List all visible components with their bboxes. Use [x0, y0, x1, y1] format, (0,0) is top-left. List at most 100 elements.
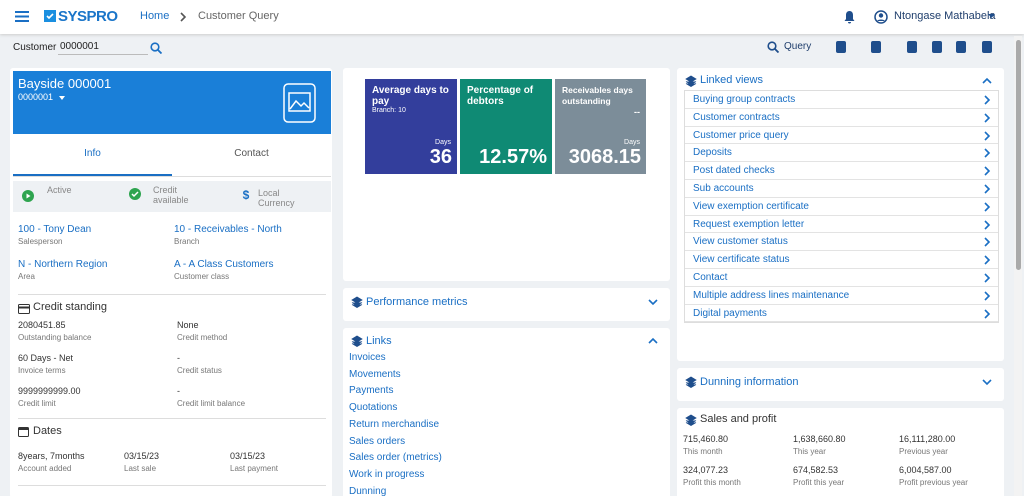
chevron[interactable]: [982, 76, 992, 86]
linked-view[interactable]: View customer status: [693, 236, 788, 248]
field-label: Profit previous year: [899, 478, 968, 487]
link[interactable]: Payments: [349, 385, 394, 397]
chevron[interactable]: [982, 255, 992, 265]
linked-view[interactable]: View certificate status: [693, 254, 790, 266]
linked-view-row[interactable]: Request exemption letter: [685, 216, 998, 234]
tab-underline: [13, 174, 172, 176]
linked-view-row[interactable]: Deposits: [685, 144, 998, 163]
link[interactable]: Sales order (metrics): [349, 452, 442, 464]
field-label: Profit this month: [683, 478, 741, 487]
linked-view-row[interactable]: Customer contracts: [685, 109, 998, 127]
section-title: Credit standing: [33, 301, 107, 313]
customer-panel: Bayside 000001 0000001 Info Contact $ Active C…: [10, 68, 332, 496]
linked-view-row[interactable]: Digital payments: [685, 305, 998, 323]
field-value: -: [177, 386, 180, 396]
breadcrumb-current: Customer Query: [198, 10, 279, 22]
user-name[interactable]: Ntongase Mathabela: [894, 10, 996, 22]
linked-view[interactable]: Customer contracts: [693, 111, 780, 123]
field-label: Last sale: [124, 464, 157, 473]
linked-view[interactable]: Sub accounts: [693, 183, 754, 194]
chevron[interactable]: [982, 184, 992, 194]
linked-view-row[interactable]: View customer status: [685, 233, 998, 252]
chevron[interactable]: [648, 297, 658, 307]
field-value[interactable]: 10 - Receivables - North: [174, 224, 282, 235]
customer-image: [283, 83, 316, 123]
linked-view-row[interactable]: View certificate status: [685, 251, 998, 269]
kpi-tile[interactable]: Average days to pay Branch: 10 Days 36: [365, 79, 457, 174]
field-label: Account added: [18, 464, 72, 473]
performance-panel[interactable]: Performance metrics: [343, 288, 670, 321]
customer-code[interactable]: 0000001: [18, 92, 54, 102]
tab-info[interactable]: Info: [84, 148, 101, 159]
link[interactable]: Quotations: [349, 402, 398, 414]
notifications-button[interactable]: [843, 10, 856, 24]
top-bar: SYSPRO Home Customer Query Ntongase Mathabe…: [0, 0, 1024, 34]
customer-label: Customer: [13, 42, 57, 53]
chevron[interactable]: [982, 95, 992, 105]
export-button[interactable]: [869, 40, 883, 54]
layers-icon: [685, 376, 697, 388]
chevron[interactable]: [982, 237, 992, 247]
query-menu[interactable]: Query: [784, 41, 812, 52]
linked-view-row[interactable]: View exemption certificate: [685, 198, 998, 216]
code-caret: [59, 96, 65, 100]
customer-input[interactable]: 0000001: [58, 41, 148, 55]
link[interactable]: Dunning: [349, 485, 387, 496]
tile-value: 12.57%: [479, 146, 547, 168]
layers-icon: [351, 296, 363, 308]
field-label: Customer class: [174, 272, 230, 281]
field-value: 2080451.85: [18, 320, 66, 330]
schedule-button[interactable]: [905, 40, 919, 54]
dunning-panel[interactable]: Dunning information: [677, 368, 1004, 401]
field-label: Previous year: [899, 447, 948, 456]
kpi-tile[interactable]: Percentage of debtors 12.57%: [460, 79, 552, 174]
chevron[interactable]: [982, 377, 992, 387]
brand: SYSPRO: [58, 8, 118, 25]
linked-view-row[interactable]: Customer price query: [685, 127, 998, 145]
chevron[interactable]: [982, 309, 992, 319]
link[interactable]: Return merchandise: [349, 418, 440, 430]
link[interactable]: Sales orders: [349, 435, 406, 447]
field-value[interactable]: A - A Class Customers: [174, 259, 274, 270]
chevron[interactable]: [982, 220, 992, 230]
linked-view[interactable]: Contact: [693, 272, 728, 283]
tab-contact[interactable]: Contact: [234, 148, 269, 159]
field-value[interactable]: 100 - Tony Dean: [18, 224, 92, 235]
breadcrumb-home[interactable]: Home: [140, 10, 170, 22]
linked-view-row[interactable]: Multiple address lines maintenance: [685, 287, 998, 305]
chevron[interactable]: [982, 202, 992, 212]
linked-view[interactable]: Request exemption letter: [693, 218, 805, 230]
chevron[interactable]: [982, 291, 992, 301]
chevron[interactable]: [982, 113, 992, 123]
link[interactable]: Invoices: [349, 352, 386, 363]
link[interactable]: Work in progress: [349, 468, 425, 480]
linked-view[interactable]: Deposits: [693, 147, 732, 159]
search-button[interactable]: [150, 42, 162, 54]
menu-button[interactable]: [15, 11, 29, 22]
linked-view[interactable]: View exemption certificate: [693, 200, 809, 212]
chevron[interactable]: [178, 12, 188, 22]
tab-border: [13, 176, 331, 177]
chevron[interactable]: [982, 166, 992, 176]
chevron[interactable]: [982, 131, 992, 141]
linked-view-row[interactable]: Post dated checks: [685, 162, 998, 180]
linked-view[interactable]: Buying group contracts: [693, 94, 796, 105]
field-value[interactable]: N - Northern Region: [18, 259, 108, 270]
linked-view-row[interactable]: Contact: [685, 269, 998, 287]
help-button[interactable]: [930, 40, 944, 54]
section-title: Dunning information: [700, 376, 799, 388]
ai-button[interactable]: [954, 40, 968, 54]
linked-view-row[interactable]: Sub accounts: [685, 180, 998, 198]
kpi-tile[interactable]: Receivables days outstanding -- Days 3068.1…: [555, 79, 646, 174]
settings-button[interactable]: [980, 40, 994, 54]
linked-view-row[interactable]: Buying group contracts: [685, 91, 998, 109]
chevron[interactable]: [982, 148, 992, 158]
linked-view[interactable]: Multiple address lines maintenance: [693, 289, 850, 301]
linked-view[interactable]: Customer price query: [693, 129, 789, 141]
document-button[interactable]: [834, 40, 848, 54]
chevron[interactable]: [982, 273, 992, 283]
link[interactable]: Movements: [349, 368, 401, 380]
linked-view[interactable]: Post dated checks: [693, 165, 775, 177]
chevron[interactable]: [648, 336, 658, 346]
linked-view[interactable]: Digital payments: [693, 307, 767, 319]
